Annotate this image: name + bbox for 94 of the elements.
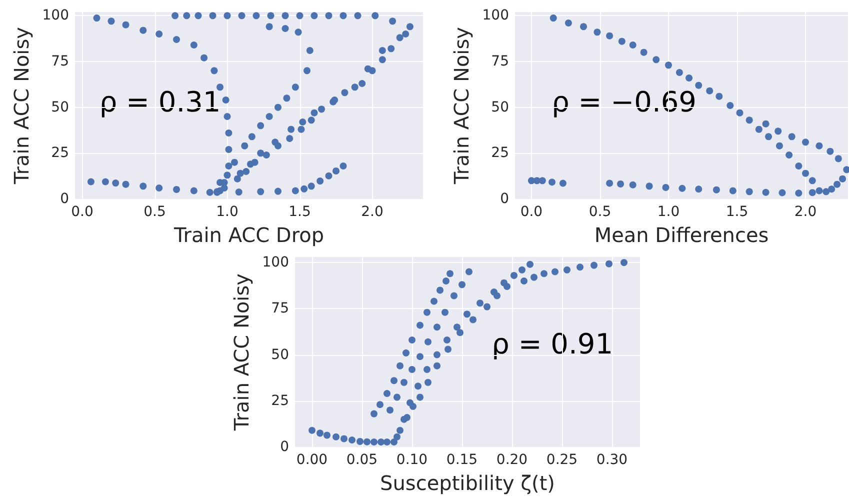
x-tick-label: 0.30 (596, 452, 628, 468)
x-tick-label: 0.10 (396, 452, 428, 468)
point (755, 126, 762, 133)
point (795, 190, 802, 197)
y-tick-label: 50 (491, 99, 509, 116)
y-axis-title: Train ACC Noisy (9, 26, 34, 185)
point (617, 180, 624, 188)
point (712, 186, 720, 194)
y-tick-label: 100 (482, 8, 509, 24)
x-tick-label: 0.5 (144, 204, 166, 220)
point (834, 180, 841, 188)
x-tick-label: 0.20 (496, 452, 528, 468)
point (816, 142, 823, 150)
point (746, 188, 753, 196)
x-tick-label: 2.0 (361, 204, 384, 220)
x-tick-label: 0.00 (296, 452, 328, 468)
point (762, 188, 770, 196)
y-tick-label: 75 (271, 300, 289, 317)
point (822, 188, 830, 196)
point (664, 62, 672, 69)
point (640, 48, 648, 56)
point (786, 152, 793, 158)
point (678, 184, 686, 192)
point (762, 120, 770, 128)
point (795, 162, 802, 170)
x-tick-label: 0.0 (520, 204, 543, 220)
point (746, 116, 753, 124)
x-axis-title: Susceptibility ζ(t) (380, 471, 555, 495)
point (843, 166, 849, 174)
point (548, 178, 556, 186)
y-tick-label: 100 (262, 254, 289, 271)
point (826, 148, 834, 155)
point (606, 180, 614, 187)
x-tick-label: 1.0 (216, 204, 238, 220)
x-tick-label: 0.5 (588, 204, 612, 220)
point (580, 23, 588, 30)
x-tick-label: 1.5 (726, 204, 748, 220)
point (808, 189, 816, 196)
point (776, 142, 783, 150)
point (676, 69, 683, 76)
x-tick-label: 0.0 (71, 204, 94, 220)
point (802, 170, 810, 177)
point (802, 138, 810, 146)
y-tick-label: 100 (42, 8, 69, 24)
point (686, 74, 693, 82)
point (729, 187, 736, 194)
x-tick-label: 1.5 (288, 204, 311, 220)
x-tick-label: 0.05 (346, 452, 378, 468)
y-tick-label: 25 (271, 392, 289, 409)
point (816, 187, 823, 194)
x-tick-label: 0.25 (546, 452, 578, 468)
point (774, 128, 782, 135)
point (828, 186, 836, 193)
point (765, 133, 772, 140)
y-tick-label: 0 (60, 191, 69, 207)
point (706, 87, 714, 94)
y-tick-label: 0 (280, 439, 289, 455)
point (559, 180, 566, 187)
point (618, 38, 626, 45)
point (564, 20, 572, 26)
point (652, 56, 660, 64)
point (736, 109, 744, 116)
point (726, 102, 734, 109)
point (808, 177, 816, 184)
point (606, 32, 614, 40)
y-tick-label: 50 (51, 99, 69, 116)
point (695, 186, 702, 193)
point (839, 175, 846, 182)
point (778, 189, 786, 196)
point (716, 92, 723, 100)
x-axis-title: Train ACC Drop (172, 223, 324, 247)
x-tick-label: 2.0 (794, 204, 817, 220)
x-tick-label: 0.15 (446, 452, 478, 468)
x-tick-label: 1.0 (657, 204, 680, 220)
point (550, 14, 557, 22)
point (788, 133, 796, 140)
point (629, 42, 636, 48)
y-axis-title: Train ACC Noisy (449, 26, 474, 185)
point (538, 177, 546, 184)
annotation: ρ = 0.91 (492, 328, 614, 361)
y-tick-label: 75 (51, 54, 69, 70)
y-tick-label: 0 (500, 191, 509, 207)
point (695, 82, 702, 89)
point (629, 181, 636, 188)
y-axis-title: Train ACC Noisy (229, 273, 254, 432)
y-tick-label: 75 (491, 54, 509, 70)
y-tick-label: 50 (271, 346, 289, 363)
point (594, 28, 601, 36)
point (834, 155, 842, 162)
point (662, 184, 670, 191)
x-axis-title: Mean Differences (594, 223, 769, 247)
y-tick-label: 25 (491, 145, 509, 162)
y-tick-label: 25 (51, 145, 69, 162)
point (646, 182, 653, 190)
